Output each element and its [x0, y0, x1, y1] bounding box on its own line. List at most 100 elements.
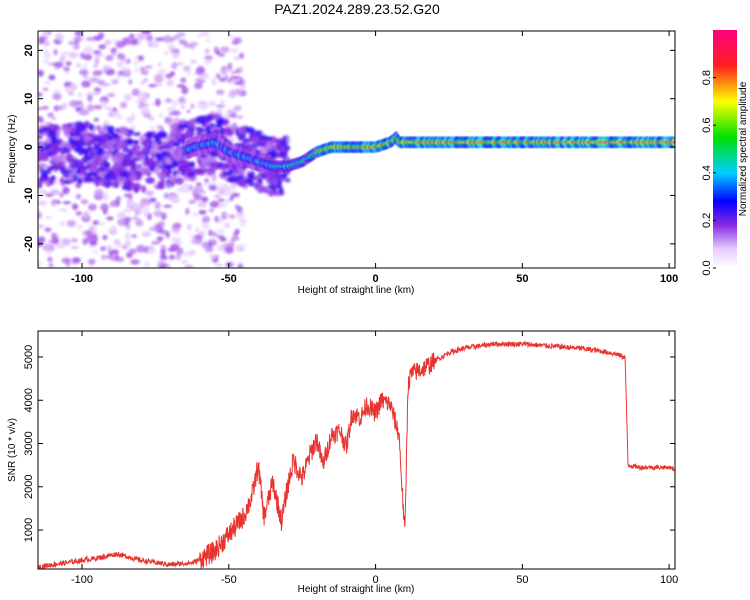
heatmap-cell	[50, 189, 60, 195]
heatmap-cell	[117, 52, 122, 60]
heatmap-cell	[143, 210, 149, 218]
y-tick-label: 0	[23, 144, 35, 150]
heatmap-cell	[38, 211, 43, 220]
heatmap-cell	[231, 41, 239, 45]
heatmap-cell	[84, 176, 93, 183]
heatmap-cell	[176, 247, 184, 255]
heatmap-cell	[214, 215, 219, 223]
heatmap-cell	[140, 107, 150, 116]
heatmap-cell	[270, 149, 277, 157]
heatmap-cell	[93, 87, 102, 91]
heatmap-cell	[213, 194, 222, 198]
heatmap-cell	[48, 177, 55, 186]
heatmap-cell	[47, 62, 53, 66]
heatmap-cell	[234, 204, 240, 210]
heatmap-cell	[104, 181, 110, 189]
heatmap-cell	[75, 63, 82, 68]
heatmap-cell	[207, 245, 214, 253]
heatmap-cell	[88, 203, 97, 211]
heatmap-cell	[193, 185, 204, 193]
heatmap-cell	[214, 263, 223, 267]
heatmap-cell	[67, 174, 74, 182]
heatmap-cell	[147, 213, 152, 221]
heatmap-cell	[94, 188, 104, 197]
heatmap-cell	[124, 169, 129, 175]
heatmap-cell	[52, 92, 62, 101]
colorbar: 0.0 0.2 0.4 0.6 0.8 Normalized spectral ampl…	[701, 30, 749, 276]
heatmap-cell	[175, 145, 182, 151]
heatmap-cell	[105, 140, 115, 148]
heatmap-cell	[76, 126, 86, 132]
heatmap-cell	[58, 208, 68, 212]
heatmap-cell	[38, 200, 48, 206]
heatmap-cell	[87, 144, 92, 149]
heatmap-cell	[94, 56, 100, 65]
heatmap-cell	[115, 151, 124, 158]
heatmap-cell	[132, 60, 140, 66]
heatmap-cell	[230, 48, 239, 53]
heatmap-cell	[167, 43, 176, 51]
heatmap-cell	[239, 178, 246, 186]
heatmap-cell	[187, 119, 195, 128]
heatmap-cell	[230, 70, 237, 75]
heatmap-cell	[85, 92, 95, 97]
heatmap-cell	[51, 145, 62, 153]
heatmap-cell	[120, 66, 130, 71]
colorbar-tick-label: 0.4	[701, 165, 713, 180]
heatmap-cell	[130, 259, 140, 265]
heatmap-cell	[100, 82, 111, 87]
heatmap-cell	[147, 116, 155, 121]
heatmap-cell	[190, 238, 199, 244]
heatmap-cell	[128, 160, 137, 168]
colorbar-tick-label: 0.8	[701, 70, 713, 85]
heatmap-cell	[59, 177, 64, 183]
heatmap-cell	[38, 134, 43, 140]
heatmap-cell	[192, 212, 198, 217]
heatmap-cell	[272, 171, 281, 180]
heatmap-cell	[216, 183, 225, 189]
heatmap-cell	[145, 177, 156, 184]
heatmap-cell	[204, 221, 209, 229]
heatmap-cell	[136, 244, 146, 253]
heatmap-cell	[274, 138, 283, 145]
heatmap-cell	[69, 100, 79, 108]
heatmap-cell	[131, 139, 140, 145]
heatmap-cell	[85, 36, 96, 42]
heatmap-cell	[75, 211, 83, 216]
heatmap-cell	[232, 89, 243, 95]
heatmap-cell	[137, 55, 144, 62]
heatmap-cell	[165, 182, 172, 189]
heatmap-cell	[77, 91, 83, 99]
heatmap-cell	[123, 216, 132, 223]
heatmap-cell	[210, 167, 216, 175]
heatmap-cell	[238, 170, 245, 176]
heatmap-cell	[54, 61, 64, 68]
heatmap-cell	[131, 38, 139, 43]
heatmap-cell	[218, 204, 226, 209]
heatmap-cell	[72, 44, 80, 50]
heatmap-cell	[61, 257, 72, 264]
heatmap-cell	[153, 74, 164, 83]
heatmap-cell	[128, 33, 135, 39]
heatmap-cell	[226, 109, 236, 115]
heatmap-cell	[171, 161, 179, 167]
heatmap-cell	[38, 140, 47, 149]
heatmap-cell	[88, 165, 98, 174]
heatmap-cell	[205, 38, 211, 44]
heatmap-cell	[50, 136, 57, 144]
heatmap-cell	[95, 70, 104, 74]
heatmap-cell	[110, 52, 117, 56]
x-tick-label: 100	[660, 574, 678, 586]
heatmap-cell	[112, 133, 120, 139]
heatmap-cell	[156, 236, 164, 242]
heatmap-cell	[63, 66, 70, 72]
heatmap-cell	[42, 58, 50, 64]
heatmap-cell	[127, 129, 135, 134]
heatmap-cell	[194, 82, 203, 90]
heatmap-cell	[164, 158, 173, 165]
heatmap-cell	[116, 73, 121, 81]
heatmap-cell	[168, 254, 176, 260]
heatmap-cell	[145, 190, 155, 196]
heatmap-cell	[234, 228, 240, 235]
heatmap-cell	[60, 51, 71, 56]
